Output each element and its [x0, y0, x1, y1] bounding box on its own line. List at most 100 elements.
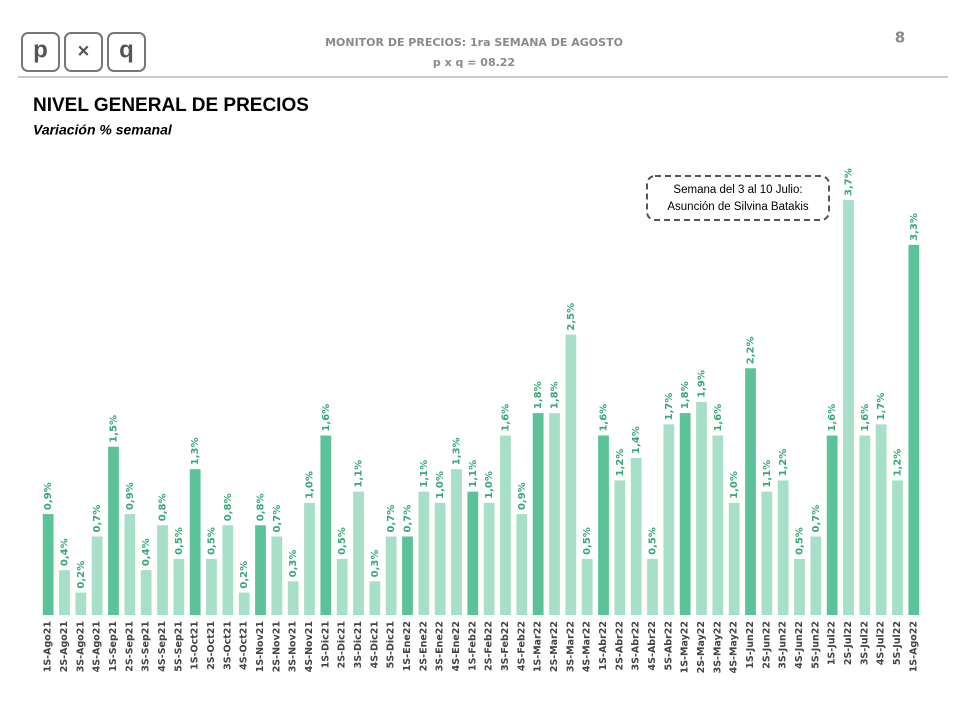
- x-tick-label: 3S-Jun22: [778, 621, 789, 669]
- value-label: 1,7%: [876, 393, 887, 421]
- x-tick-label: 3S-Oct21: [222, 621, 233, 670]
- bar: [483, 502, 495, 615]
- value-label: 0,3%: [370, 550, 381, 578]
- bar: [696, 401, 707, 615]
- value-label: 0,5%: [648, 527, 659, 555]
- value-label: 1,6%: [501, 404, 512, 432]
- value-label: 0,5%: [207, 527, 218, 555]
- value-label: 1,5%: [109, 415, 120, 443]
- bar: [402, 536, 413, 615]
- x-tick-label: 4S-Oct21: [239, 621, 250, 670]
- x-tick-label: 1S-Jul22: [827, 621, 838, 665]
- value-label: 1,6%: [599, 404, 610, 432]
- x-tick-label: 2S-May22: [696, 621, 707, 673]
- bar: [500, 435, 511, 615]
- bar: [385, 536, 397, 615]
- logo-box: [21, 32, 60, 72]
- bar: [826, 435, 838, 615]
- logo-letter: ×: [78, 40, 90, 62]
- value-label: 1,8%: [533, 381, 544, 409]
- value-label: 1,1%: [468, 460, 479, 488]
- bar: [336, 558, 348, 615]
- x-tick-label: 1S-Mar22: [533, 621, 544, 672]
- bar: [647, 558, 658, 615]
- x-tick-label: 4S-Mar22: [582, 621, 593, 672]
- x-tick-label: 5S-Dic21: [386, 621, 397, 668]
- bar: [189, 469, 201, 615]
- bar: [745, 368, 756, 615]
- x-tick-label: 3S-Mar22: [565, 621, 576, 672]
- bar: [140, 570, 152, 615]
- x-tick-label: 4S-Abr22: [647, 621, 658, 670]
- x-tick-label: 2S-Ene22: [418, 621, 429, 671]
- value-label: 0,7%: [403, 505, 414, 533]
- x-tick-label: 2S-Feb22: [484, 621, 495, 671]
- bar: [614, 480, 626, 615]
- value-label: 0,4%: [141, 538, 152, 566]
- bar: [549, 413, 560, 615]
- x-tick-label: 1S-Sep21: [108, 621, 119, 672]
- value-label: 1,1%: [419, 460, 430, 488]
- value-label: 0,5%: [795, 527, 806, 555]
- value-label: 1,0%: [484, 471, 495, 499]
- annotation: Semana del 3 al 10 Julio:: [673, 184, 802, 196]
- chart-subtitle: Variación % semanal: [33, 122, 173, 138]
- value-label: 0,5%: [174, 527, 185, 555]
- value-label: 1,9%: [697, 370, 708, 398]
- x-tick-label: 5S-Jun22: [810, 621, 821, 669]
- bar: [320, 435, 332, 615]
- value-label: 1,1%: [762, 460, 773, 488]
- x-tick-label: 5S-Sep21: [173, 621, 184, 672]
- value-label: 2,2%: [746, 337, 757, 365]
- x-tick-label: 1S-Dic21: [320, 621, 331, 668]
- x-tick-label: 1S-Nov21: [255, 621, 266, 672]
- value-label: 0,4%: [60, 538, 71, 566]
- logo-box: [64, 32, 103, 72]
- bar: [255, 525, 266, 615]
- value-label: 3,3%: [909, 213, 920, 241]
- value-label: 0,9%: [517, 482, 528, 510]
- x-tick-label: 4S-Ene22: [451, 621, 462, 671]
- value-label: 0,2%: [76, 561, 87, 589]
- annotation-box: [646, 175, 830, 221]
- value-label: 1,6%: [827, 404, 838, 432]
- value-label: 1,0%: [729, 471, 740, 499]
- header-title: MONITOR DE PRECIOS: 1ra SEMANA DE AGOSTO: [325, 36, 623, 49]
- value-label: 1,6%: [321, 404, 332, 432]
- x-tick-label: 2S-Ago21: [59, 621, 70, 672]
- x-tick-label: 2S-Mar22: [549, 621, 560, 672]
- x-tick-label: 4S-Sep21: [157, 621, 168, 672]
- value-label: 0,3%: [288, 550, 299, 578]
- bar: [728, 502, 740, 615]
- x-tick-label: 1S-Feb22: [467, 621, 478, 671]
- logo-letter: p: [33, 36, 48, 63]
- x-tick-label: 4S-Nov21: [304, 621, 315, 672]
- bar: [794, 558, 805, 615]
- bar: [843, 200, 854, 615]
- x-tick-label: 3S-Sep21: [141, 621, 152, 672]
- bar: [565, 334, 577, 615]
- value-label: 0,9%: [125, 482, 136, 510]
- value-label: 0,8%: [223, 494, 234, 522]
- bar: [434, 502, 446, 615]
- x-tick-label: 4S-Feb22: [516, 621, 527, 671]
- bar: [875, 424, 887, 615]
- bar: [238, 592, 250, 615]
- value-label: 1,7%: [664, 393, 675, 421]
- x-tick-label: 2S-Sep21: [124, 621, 135, 672]
- bar: [598, 435, 609, 615]
- x-tick-label: 2S-Jun22: [761, 621, 772, 669]
- x-tick-label: 2S-Nov21: [271, 621, 282, 672]
- x-tick-label: 3S-Nov21: [288, 621, 299, 672]
- header-subtitle: p x q = 08.22: [433, 56, 515, 69]
- x-tick-label: 2S-Oct21: [206, 621, 217, 670]
- x-tick-label: 3S-Ago21: [75, 621, 86, 672]
- value-label: 0,2%: [239, 561, 250, 589]
- bar: [712, 435, 724, 615]
- bar: [42, 514, 54, 615]
- bar: [287, 581, 299, 615]
- x-tick-label: 1S-Oct21: [190, 621, 201, 670]
- value-label: 1,6%: [860, 404, 871, 432]
- bar: [124, 514, 136, 615]
